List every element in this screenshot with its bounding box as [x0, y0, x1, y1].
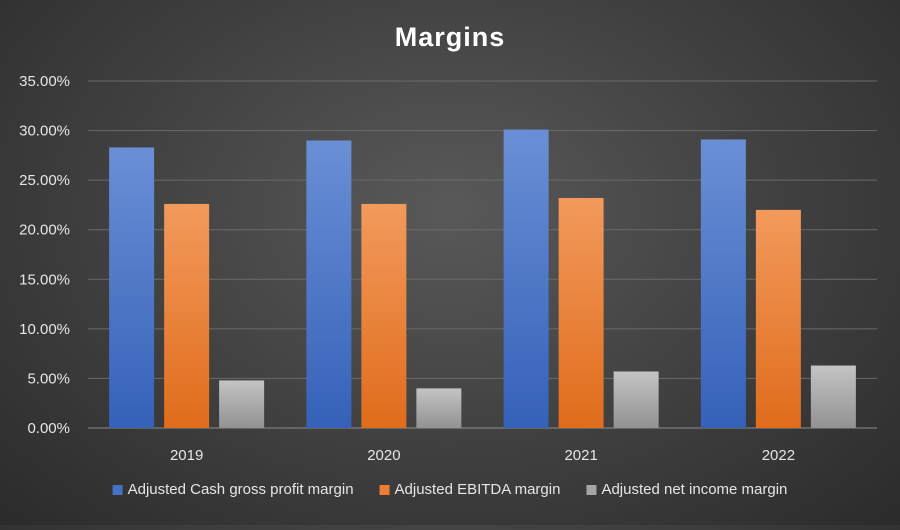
- bar-2019-series-2: [164, 203, 210, 428]
- legend-label: Adjusted Cash gross profit margin: [128, 481, 354, 498]
- y-tick-label: 10.00%: [19, 321, 70, 338]
- y-tick-label: 35.00%: [19, 73, 70, 90]
- bar-2020-series-2: [361, 203, 407, 428]
- legend-item: Adjusted EBITDA margin: [379, 481, 561, 498]
- bar-2022-series-2: [755, 209, 801, 428]
- y-tick-label: 15.00%: [19, 271, 70, 288]
- chart-title: Margins: [395, 22, 506, 52]
- y-tick-label: 20.00%: [19, 222, 70, 239]
- bar-2019-series-3: [219, 380, 265, 428]
- bar-2022-series-3: [810, 365, 856, 428]
- x-tick-label: 2021: [564, 447, 597, 464]
- x-axis-tick-labels: 2019 2020 2021 2022: [170, 447, 795, 464]
- bar-2021-series-3: [613, 371, 659, 428]
- legend-swatch: [586, 485, 597, 495]
- gridlines: [88, 80, 877, 429]
- legend-item: Adjusted net income margin: [586, 481, 787, 498]
- x-tick-label: 2020: [367, 447, 400, 464]
- y-axis-tick-labels: 0.00% 5.00% 10.00% 15.00% 20.00% 25.00% 30.00%…: [19, 73, 70, 437]
- legend-label: Adjusted EBITDA margin: [395, 481, 561, 498]
- legend-item: Adjusted Cash gross profit margin: [112, 481, 354, 498]
- bar-2019-series-1: [109, 147, 155, 428]
- y-tick-label: 5.00%: [27, 370, 70, 387]
- x-tick-label: 2022: [762, 447, 795, 464]
- legend-swatch: [379, 485, 390, 495]
- y-tick-label: 25.00%: [19, 172, 70, 189]
- bar-2021-series-1: [503, 129, 549, 428]
- legend-label: Adjusted net income margin: [601, 481, 787, 498]
- y-tick-label: 30.00%: [19, 123, 70, 140]
- bar-2020-series-1: [306, 140, 352, 428]
- bar-2021-series-2: [558, 197, 604, 428]
- legend-swatch: [112, 485, 123, 495]
- bars: [109, 129, 856, 428]
- y-tick-label: 0.00%: [27, 420, 70, 437]
- bar-2020-series-3: [416, 388, 462, 428]
- x-tick-label: 2019: [170, 447, 203, 464]
- bar-2022-series-1: [700, 139, 746, 428]
- legend: Adjusted Cash gross profit margin Adjuste…: [112, 481, 787, 498]
